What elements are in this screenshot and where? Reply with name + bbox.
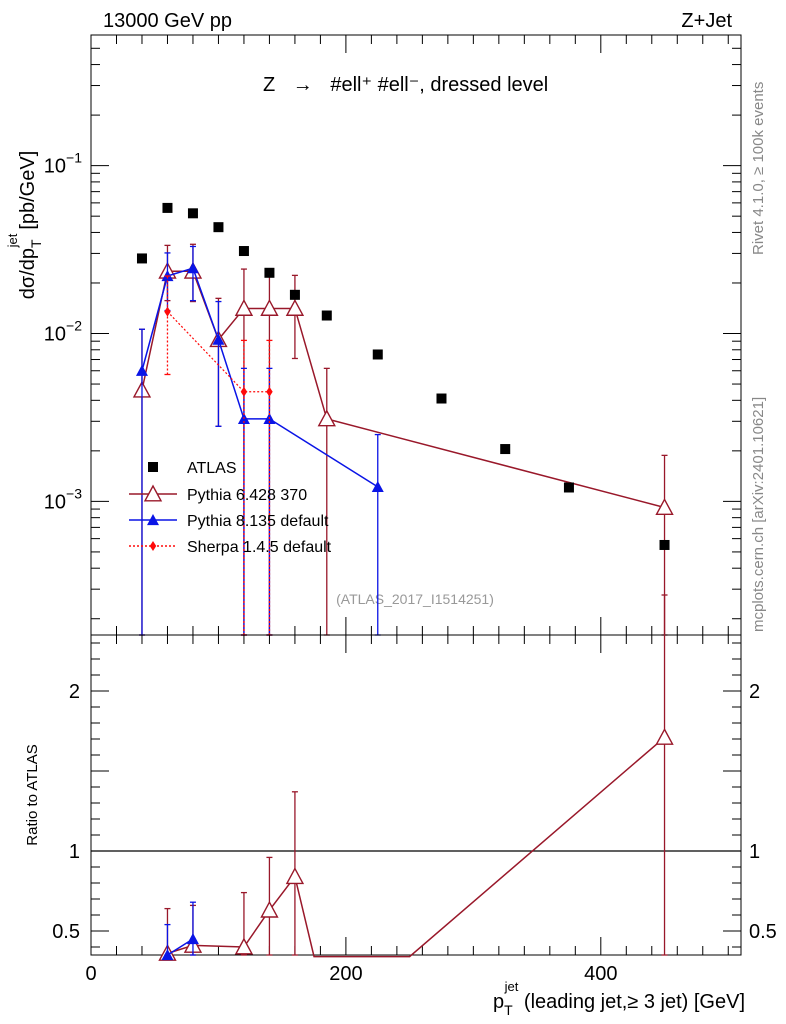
data-point	[136, 253, 147, 264]
data-point	[212, 333, 225, 345]
data-point	[500, 444, 511, 455]
header-right: Z+Jet	[681, 10, 732, 32]
main-ylabel-sup: jet	[5, 233, 20, 248]
ratio-ytick-label-left: 0.5	[52, 921, 80, 943]
data-point	[659, 539, 670, 550]
main-ytick-exp: −1	[66, 150, 82, 166]
ratio-xtick-label: 200	[329, 963, 362, 985]
legend-label: Pythia 8.135 default	[187, 513, 329, 530]
legend-label: Pythia 6.428 370	[187, 487, 307, 504]
main-ylabel-unit: [pb/GeV]	[17, 151, 39, 230]
series-pythia-8-135-default	[135, 245, 384, 636]
data-point	[266, 386, 273, 397]
main-ytick-base: 10	[44, 491, 66, 513]
legend-entry: Pythia 8.135 default	[129, 513, 329, 530]
ratio-series-pythia-8-135-default	[161, 901, 199, 961]
data-point	[187, 208, 198, 219]
series-sherpa-1-4-5-default	[164, 275, 273, 636]
ratio-series	[158, 594, 674, 961]
ratio-xlabel-pt: p	[493, 991, 504, 1013]
legend-marker	[149, 541, 157, 551]
rivet-label: Rivet 4.1.0, ≥ 100k events	[750, 82, 767, 255]
main-ytick-label: 10−1	[44, 150, 82, 178]
main-ytick-label: 10−3	[44, 485, 82, 513]
main-ytick-base: 10	[44, 324, 66, 346]
ratio-frame	[90, 634, 742, 956]
data-point	[234, 298, 254, 316]
main-title: Z → #ell⁺ #ell⁻, dressed level	[263, 74, 548, 96]
data-point	[186, 262, 199, 274]
ratio-ytick-label-left: 1	[69, 841, 80, 863]
legend-marker	[147, 514, 159, 526]
main-ticks: 10−110−210−3	[44, 35, 741, 635]
ratio-point	[234, 937, 254, 955]
data-point	[213, 222, 224, 233]
main-ytick-label: 10−2	[44, 318, 82, 346]
data-point	[371, 480, 384, 492]
ratio-series-pythia-6-428-370	[158, 594, 674, 961]
series-line	[141, 267, 379, 488]
legend-entry: Sherpa 1.4.5 default	[129, 539, 332, 556]
ratio-xtick-label: 0	[85, 963, 96, 985]
data-point	[264, 267, 275, 278]
data-point	[289, 289, 300, 300]
data-point	[372, 349, 383, 360]
data-point	[238, 246, 249, 257]
main-title-lhs: Z	[263, 74, 275, 96]
main-series	[132, 202, 674, 636]
data-point	[655, 497, 674, 515]
mcplots-label: mcplots.cern.ch [arXiv:2401.10621]	[750, 397, 767, 632]
header-left: 13000 GeV pp	[103, 10, 232, 32]
main-ylabel: dσ/dpTjet [pb/GeV]	[5, 151, 44, 300]
main-ylabel-main: dσ/dp	[17, 248, 39, 299]
data-point	[164, 306, 171, 317]
legend-marker	[143, 484, 163, 502]
legend-label: ATLAS	[187, 460, 237, 477]
ratio-xlabel-rest: (leading jet,≥ 3 jet) [GeV]	[518, 991, 745, 1013]
legend-marker	[148, 462, 158, 472]
series-line	[167, 311, 270, 393]
legend-label: Sherpa 1.4.5 default	[187, 539, 332, 556]
data-point	[317, 409, 336, 427]
data-point	[285, 298, 305, 316]
analysis-id: (ATLAS_2017_I1514251)	[336, 591, 494, 607]
ratio-ytick-label-right: 1	[749, 841, 760, 863]
ratio-point	[186, 933, 199, 945]
ratio-ticks: 0.5 0.5 1 1 2 2 0 200 400	[52, 635, 777, 985]
ratio-point	[655, 727, 674, 745]
data-point	[563, 482, 574, 493]
ratio-ytick-label-left: 2	[69, 681, 80, 703]
data-point	[240, 386, 248, 397]
main-ytick-base: 10	[44, 156, 66, 178]
ratio-point	[161, 949, 174, 961]
series-atlas	[136, 202, 670, 550]
ratio-ylabel: Ratio to ATLAS	[24, 744, 41, 845]
ratio-point	[260, 900, 279, 918]
ratio-plot: 0.5 0.5 1 1 2 2 0 200 400 Ratio to ATLAS pTjet (…	[24, 594, 777, 1018]
data-point	[162, 202, 173, 213]
ratio-xlabel-sub: T	[504, 1002, 513, 1018]
ratio-xlabel: pTjet (leading jet,≥ 3 jet) [GeV]	[493, 979, 745, 1018]
data-point	[321, 310, 332, 321]
ratio-point	[285, 867, 305, 885]
ratio-ytick-label-right: 2	[749, 681, 760, 703]
main-ytick-exp: −2	[66, 318, 82, 334]
main-title-arrow: →	[293, 74, 313, 96]
ratio-xtick-label: 400	[584, 963, 617, 985]
data-point	[260, 298, 279, 316]
series-pythia-6-428-370	[132, 243, 674, 636]
legend-entry: Pythia 6.428 370	[129, 484, 307, 504]
legend-entry: ATLAS	[148, 460, 237, 477]
data-point	[436, 393, 447, 404]
ratio-ytick-label-right: 0.5	[749, 921, 777, 943]
main-ytick-exp: −3	[66, 485, 82, 501]
ratio-line	[167, 736, 666, 958]
legend: ATLAS Pythia 6.428 370 Pythia 8.135 defaul…	[129, 460, 332, 556]
main-plot: 10−110−210−3 Z → #ell⁺ #ell⁻, dressed le…	[5, 34, 742, 636]
main-ylabel-sub: T	[28, 239, 44, 248]
main-title-rhs: #ell⁺ #ell⁻, dressed level	[330, 74, 548, 96]
ratio-xlabel-sup: jet	[504, 979, 519, 994]
data-point	[135, 364, 148, 376]
